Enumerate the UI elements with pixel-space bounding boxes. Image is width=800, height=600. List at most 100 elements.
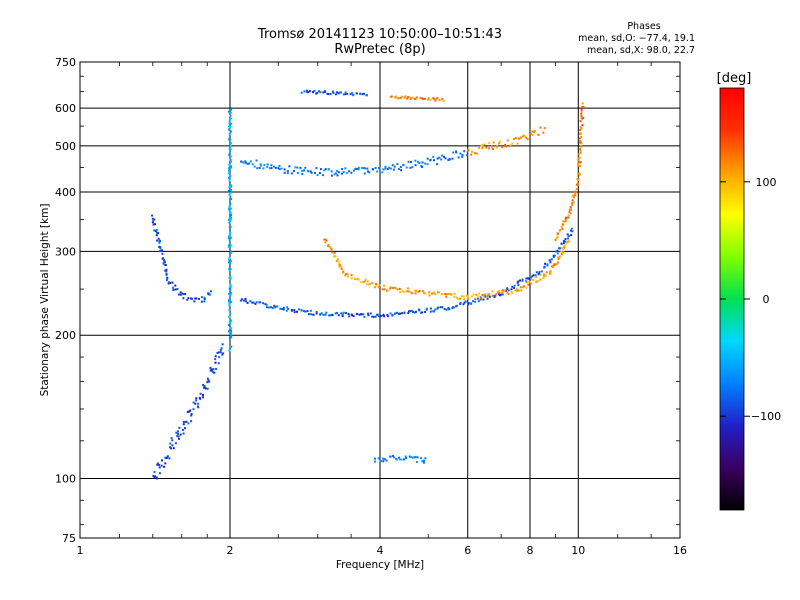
echo-point: [464, 300, 467, 303]
echo-point: [429, 307, 432, 310]
echo-point: [358, 313, 361, 316]
echo-point: [151, 214, 154, 217]
echo-point: [570, 229, 572, 232]
echo-point: [211, 371, 214, 374]
echo-point: [407, 287, 410, 290]
echo-point: [562, 247, 564, 250]
echo-point: [441, 154, 444, 157]
echo-point: [283, 168, 286, 171]
echo-point: [445, 308, 448, 311]
echo-point: [400, 458, 403, 461]
echo-point: [299, 166, 302, 169]
echo-point: [415, 289, 418, 292]
echo-point: [580, 117, 583, 120]
echo-point: [296, 166, 299, 169]
echo-point: [158, 241, 161, 244]
y-tick-label: 100: [55, 473, 76, 486]
echo-point: [158, 466, 161, 469]
echo-point: [230, 218, 233, 221]
echo-point: [210, 368, 213, 371]
echo-point: [526, 138, 529, 141]
echo-point: [564, 218, 567, 221]
echo-point: [383, 284, 386, 287]
echo-point: [507, 289, 510, 292]
echo-point: [206, 377, 209, 380]
echo-point: [259, 164, 262, 167]
echo-point: [371, 281, 374, 284]
echo-point: [294, 166, 297, 169]
echo-point: [320, 312, 323, 315]
echo-point: [559, 229, 562, 232]
echo-point: [579, 120, 582, 123]
echo-point: [390, 95, 393, 98]
echo-point: [467, 302, 470, 305]
echo-point: [330, 170, 333, 173]
echo-point: [510, 288, 513, 291]
echo-point: [203, 298, 206, 300]
echo-point: [491, 148, 494, 150]
echo-point: [427, 97, 430, 100]
echo-point: [466, 295, 469, 298]
echo-point: [530, 278, 533, 281]
echo-point: [161, 249, 164, 252]
echo-point: [418, 290, 421, 292]
echo-point: [516, 289, 519, 292]
echo-point: [378, 284, 381, 287]
echo-point: [357, 168, 360, 171]
echo-point: [229, 301, 232, 303]
echo-point: [552, 264, 555, 267]
echo-point: [308, 313, 310, 316]
echo-point: [229, 165, 232, 168]
echo-point: [521, 278, 524, 281]
x-axis-ticks: 1 2 4 6 8 10 16: [77, 62, 687, 557]
echo-point: [246, 162, 249, 165]
echo-point: [577, 162, 580, 165]
echo-point: [230, 188, 232, 191]
echo-point: [430, 292, 433, 295]
echo-point: [230, 252, 233, 254]
echo-point: [437, 306, 440, 309]
colorbar-ticks: 100 0 −100: [720, 176, 781, 423]
phase-x-stats: mean, sd,X: 98.0, 22.7: [587, 45, 695, 56]
echo-point: [228, 138, 231, 141]
phase-o-stats: mean, sd,O: −77.4, 19.1: [578, 33, 695, 44]
echo-point: [405, 290, 408, 293]
echo-point: [316, 91, 319, 94]
echo-point: [170, 447, 172, 450]
echo-point: [417, 290, 420, 293]
echo-point: [229, 111, 232, 114]
echo-point: [230, 329, 232, 332]
echo-point: [200, 296, 203, 299]
echo-point: [228, 233, 231, 236]
echo-point: [363, 315, 366, 318]
echo-point: [340, 266, 343, 269]
echo-point: [367, 170, 369, 173]
echo-point: [563, 245, 566, 248]
echo-point: [179, 433, 182, 436]
echo-point: [518, 137, 521, 140]
echo-point: [345, 273, 347, 275]
echo-point: [471, 150, 473, 153]
echo-point: [186, 298, 189, 301]
echo-point: [336, 311, 339, 314]
echo-point: [255, 301, 258, 304]
echo-point: [198, 298, 200, 300]
echo-point: [229, 114, 232, 117]
echo-point: [486, 295, 489, 298]
colorbar-tick-label: 0: [763, 293, 770, 306]
echo-point: [472, 293, 475, 296]
echo-point: [228, 303, 231, 306]
echo-point: [274, 305, 277, 308]
echo-point: [576, 183, 579, 186]
echo-point: [229, 245, 232, 248]
echo-point: [324, 168, 327, 171]
echo-point: [202, 384, 204, 386]
echo-point: [255, 159, 258, 162]
echo-point: [221, 343, 224, 346]
echo-point: [341, 168, 344, 170]
echo-point: [513, 138, 515, 140]
echo-point: [278, 164, 281, 167]
echo-point: [228, 205, 231, 208]
echo-point: [166, 455, 169, 458]
echo-point: [227, 246, 230, 248]
